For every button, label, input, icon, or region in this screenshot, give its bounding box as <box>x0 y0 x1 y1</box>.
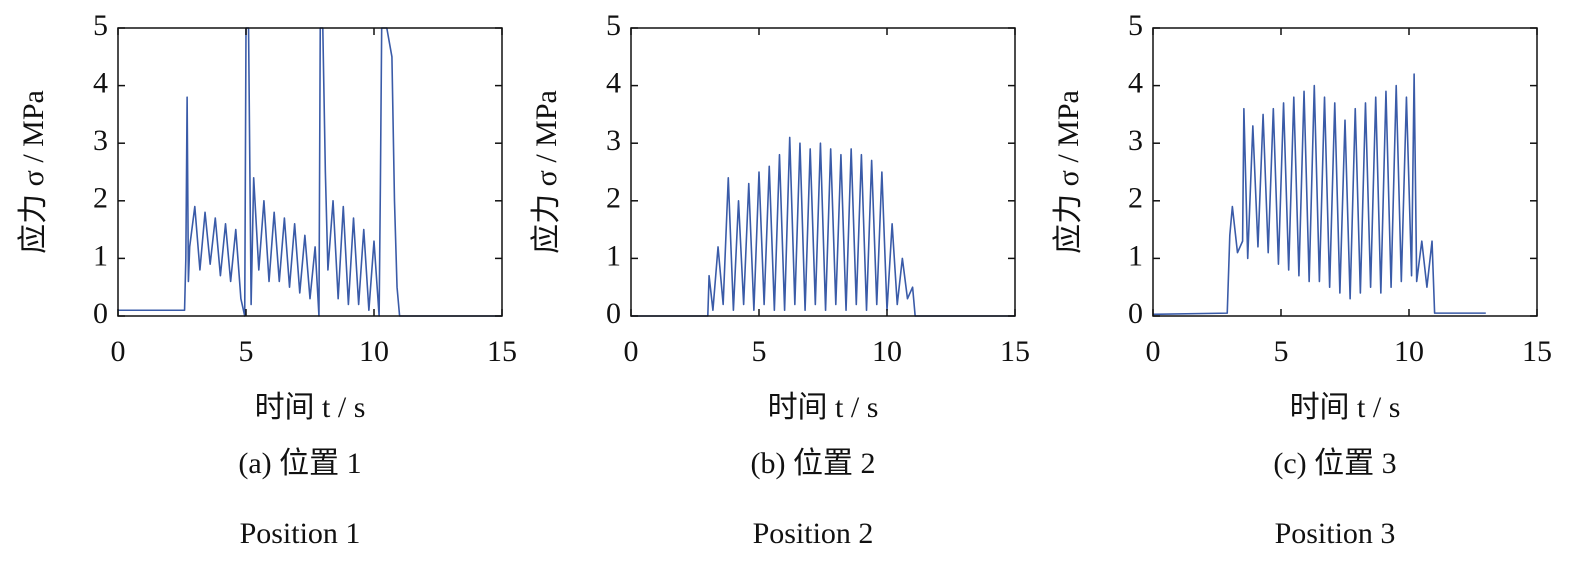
x-tick-label: 10 <box>359 335 389 368</box>
plot-frame <box>117 27 503 317</box>
x-tick-label: 5 <box>239 335 254 368</box>
subcaption: Position 1 <box>240 517 361 550</box>
x-tick-label: 5 <box>1274 335 1289 368</box>
x-tick-label: 15 <box>1522 335 1552 368</box>
y-tick-label: 3 <box>93 124 108 157</box>
signal-line <box>118 27 502 317</box>
signal-line <box>631 136 1015 317</box>
caption: (c) 位置 3 <box>1273 447 1396 480</box>
y-axis-label: 应力 σ / MPa <box>1052 90 1085 254</box>
y-tick-label: 5 <box>93 9 108 42</box>
y-tick-label: 2 <box>93 182 108 215</box>
subcaption: Position 3 <box>1275 517 1396 550</box>
y-tick-label: 3 <box>606 124 621 157</box>
x-tick-label: 0 <box>624 335 639 368</box>
y-tick-label: 0 <box>93 297 108 330</box>
x-tick-label: 10 <box>872 335 902 368</box>
y-tick-label: 1 <box>1128 239 1143 272</box>
caption: (a) 位置 1 <box>238 447 361 480</box>
plot-frame <box>1152 27 1538 317</box>
x-axis-label: 时间 t / s <box>1290 391 1401 424</box>
y-tick-label: 2 <box>606 182 621 215</box>
plot-frame <box>630 27 1016 317</box>
x-tick-label: 0 <box>111 335 126 368</box>
y-tick-label: 3 <box>1128 124 1143 157</box>
y-tick-label: 5 <box>1128 9 1143 42</box>
y-axis-label: 应力 σ / MPa <box>530 90 563 254</box>
x-axis-label: 时间 t / s <box>768 391 879 424</box>
y-tick-label: 4 <box>93 66 108 99</box>
x-axis-label: 时间 t / s <box>255 391 366 424</box>
x-tick-label: 0 <box>1146 335 1161 368</box>
y-tick-label: 0 <box>606 297 621 330</box>
y-tick-label: 0 <box>1128 297 1143 330</box>
y-axis-label: 应力 σ / MPa <box>17 90 50 254</box>
x-tick-label: 5 <box>752 335 767 368</box>
y-tick-label: 2 <box>1128 182 1143 215</box>
caption: (b) 位置 2 <box>751 447 876 480</box>
signal-line <box>1152 73 1486 316</box>
x-tick-label: 15 <box>1000 335 1030 368</box>
x-tick-label: 10 <box>1394 335 1424 368</box>
y-tick-label: 1 <box>93 239 108 272</box>
subcaption: Position 2 <box>753 517 874 550</box>
y-tick-label: 4 <box>1128 66 1143 99</box>
y-tick-label: 4 <box>606 66 621 99</box>
y-tick-label: 1 <box>606 239 621 272</box>
x-tick-label: 15 <box>487 335 517 368</box>
y-tick-label: 5 <box>606 9 621 42</box>
